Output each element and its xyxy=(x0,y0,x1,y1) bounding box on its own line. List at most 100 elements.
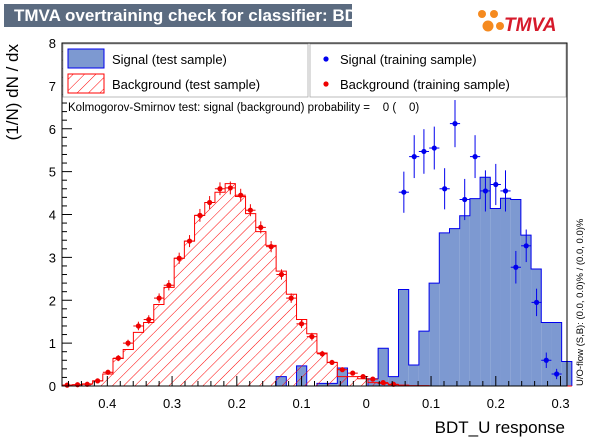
background-test-bar xyxy=(204,202,215,386)
background-training-point xyxy=(122,339,134,347)
background-test-bar xyxy=(133,332,144,386)
signal-test-bar xyxy=(388,376,399,386)
background-training-point xyxy=(225,181,236,195)
background-test-bar xyxy=(255,231,266,386)
background-training-point xyxy=(62,382,73,388)
signal-training-point xyxy=(541,352,552,368)
background-test-bar xyxy=(123,349,134,386)
background-training-point xyxy=(113,355,124,362)
signal-test-bar xyxy=(490,208,501,386)
background-training-point xyxy=(184,235,195,248)
signal-training-point xyxy=(418,129,430,174)
y-tick-label: 7 xyxy=(49,79,56,94)
signal-test-bar xyxy=(531,268,542,386)
signal-test-bar xyxy=(459,215,470,386)
signal-training-point xyxy=(510,250,521,284)
y-tick-label: 3 xyxy=(49,250,56,265)
background-test-bar xyxy=(163,287,175,386)
background-test-bar xyxy=(214,192,226,386)
background-test-bar xyxy=(102,373,113,386)
signal-test-bar xyxy=(439,232,450,386)
signal-training-point xyxy=(469,135,481,179)
logo-dot xyxy=(478,10,486,18)
background-test-bar xyxy=(112,358,124,386)
logo-dot xyxy=(490,10,498,18)
signal-training-point xyxy=(429,126,440,170)
background-test-bar xyxy=(174,258,185,386)
signal-training-point xyxy=(480,170,491,212)
x-tick-label: 0.1 xyxy=(422,396,440,411)
signal-training-point xyxy=(449,100,461,148)
legend-training-samples: Signal (training sample) Background (tra… xyxy=(309,43,567,98)
x-tick-label: 0.4 xyxy=(98,396,116,411)
background-test-bar xyxy=(337,376,348,386)
background-training-point xyxy=(326,359,338,366)
background-test-bar xyxy=(194,215,205,386)
signal-training-point xyxy=(409,135,420,179)
background-test-bar xyxy=(235,196,246,386)
signal-training-point xyxy=(490,163,501,206)
y-tick-label: 6 xyxy=(49,122,56,137)
signal-test-bar xyxy=(378,348,389,386)
ks-test-annotation: Kolmogorov-Smirnov test: signal (backgro… xyxy=(68,102,419,114)
x-tick-label: 0.2 xyxy=(228,396,246,411)
legend-signal-swatch xyxy=(67,48,105,69)
background-test-bar xyxy=(286,294,297,386)
legend-background-test-label: Background (test sample) xyxy=(112,77,260,92)
background-test-bar xyxy=(327,362,338,386)
background-training-point xyxy=(276,269,287,280)
signal-test-bar xyxy=(500,198,511,386)
signal-training-point xyxy=(521,229,532,263)
signal-test-bar xyxy=(429,283,440,386)
background-training-point xyxy=(296,319,307,329)
signal-test-bar xyxy=(418,331,430,386)
background-test-bar xyxy=(306,333,317,386)
background-training-point xyxy=(204,196,215,209)
x-tick-label: 0 xyxy=(363,396,370,411)
background-training-point xyxy=(266,241,277,253)
background-test-bar xyxy=(276,271,287,386)
background-test-bar xyxy=(265,245,277,386)
x-axis-title: BDT_U response xyxy=(435,418,565,437)
signal-training-point xyxy=(398,171,409,213)
background-test-bar xyxy=(184,241,195,386)
x-tick-label: 0.1 xyxy=(293,396,311,411)
background-training-point xyxy=(214,182,226,196)
signal-test-bar xyxy=(408,364,419,386)
background-training-point xyxy=(337,367,348,373)
y-axis-title: (1/N) dN / dx xyxy=(3,44,22,141)
y-tick-label: 8 xyxy=(49,36,56,51)
background-training-point xyxy=(102,369,114,375)
background-test-bar xyxy=(225,183,236,386)
background-training-point xyxy=(367,376,378,382)
background-training-point xyxy=(306,332,318,341)
signal-training-point xyxy=(531,288,542,317)
axes: 0.4 0.3 0.2 0.1 0 0.1 0.2 0.3 0 1 2 3 4 5 6 7 8 xyxy=(49,36,570,411)
signal-training-point xyxy=(551,368,562,380)
signal-test-bar xyxy=(520,235,532,386)
signal-test-bar xyxy=(449,228,460,386)
legend-signal-test-label: Signal (test sample) xyxy=(112,52,227,67)
signal-training-point xyxy=(439,168,450,210)
background-test-bar xyxy=(153,304,164,386)
y-tick-label: 2 xyxy=(49,293,56,308)
signal-test-bar xyxy=(469,198,481,386)
background-training-point xyxy=(174,252,185,264)
signal-test-bar xyxy=(551,322,562,386)
background-training-point xyxy=(194,208,206,222)
legend-test-samples: Signal (test sample) Background (test sa… xyxy=(62,43,309,98)
background-test-bar xyxy=(143,322,154,386)
background-training-point xyxy=(92,378,103,384)
signal-test-bar xyxy=(398,289,409,386)
legend-signal-training-marker xyxy=(323,56,329,62)
legend-signal-training-label: Signal (training sample) xyxy=(340,52,477,67)
background-training-point xyxy=(347,370,358,376)
background-training-point xyxy=(133,321,144,331)
background-test-bar xyxy=(245,213,256,386)
background-training-point xyxy=(143,315,154,324)
y-tick-label: 0 xyxy=(49,379,56,394)
y-tick-label: 1 xyxy=(49,336,56,351)
legend-background-training-label: Background (training sample) xyxy=(340,77,510,92)
background-test-bar xyxy=(296,319,307,386)
